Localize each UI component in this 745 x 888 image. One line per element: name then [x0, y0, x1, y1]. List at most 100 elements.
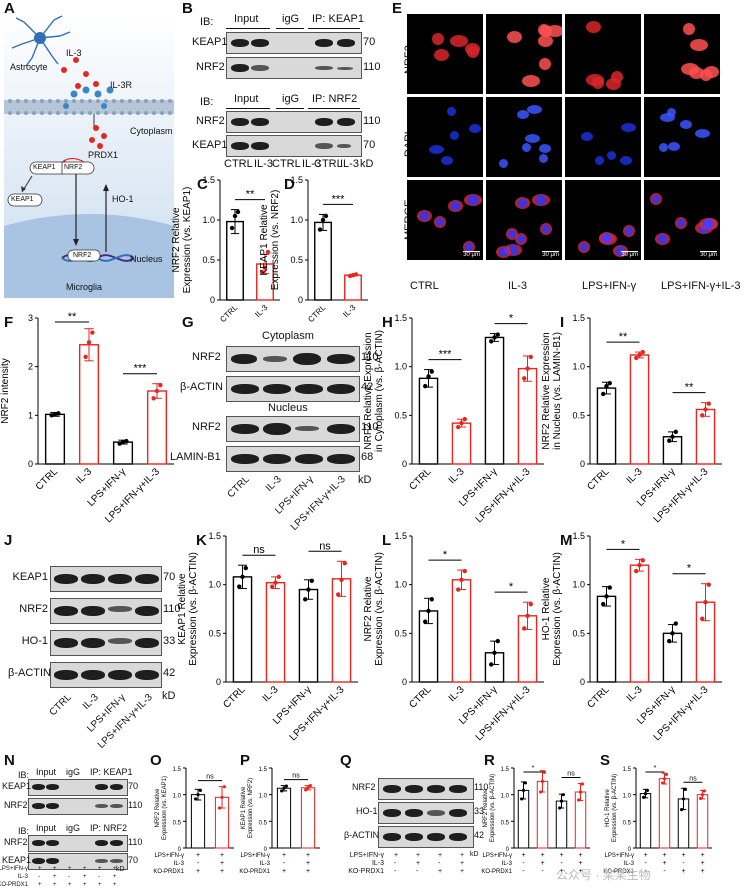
bar-0	[596, 595, 617, 683]
y-tick-label: 1.5	[173, 767, 182, 773]
y-tick-label: 1.5	[259, 767, 268, 773]
chart-s: 0 0.5 1.0 1.5 HO-1 Relative Expression (vs. β…	[603, 765, 712, 875]
data-point	[459, 577, 464, 582]
e-image-r1-c2	[565, 97, 641, 177]
data-point	[243, 565, 248, 571]
data-point	[683, 787, 687, 791]
n-mw110-2: 110	[128, 837, 143, 847]
g-blot-nrf2-cyto	[226, 346, 360, 372]
data-point	[336, 592, 341, 597]
data-point	[426, 374, 431, 379]
condition-value: +	[681, 868, 685, 875]
y-tick-label: 1.5	[202, 175, 215, 185]
data-point	[664, 772, 668, 776]
cell-blob	[515, 197, 531, 210]
blot-band	[108, 670, 132, 680]
data-point	[353, 272, 359, 277]
condition-value: +	[662, 852, 666, 859]
cell-blob	[538, 24, 551, 37]
b-mw110-2: 110	[363, 115, 381, 127]
y-tick-label: 0.5	[208, 628, 221, 638]
data-point	[151, 396, 156, 401]
significance-label: ***	[332, 193, 346, 205]
cell-blob	[428, 144, 444, 154]
y-tick-label: 1.0	[572, 362, 585, 372]
q-blot-ho1	[378, 802, 474, 824]
n-cond-1-0: -	[38, 874, 40, 880]
bar-3	[695, 408, 716, 465]
panel-letter-c: C	[197, 176, 208, 193]
cell-blob	[537, 34, 553, 47]
significance-label: **	[685, 382, 694, 394]
y-tick-label: 0	[402, 677, 407, 687]
j-mw-1: 110	[163, 603, 181, 615]
significance-label: ns	[567, 770, 575, 777]
data-point	[700, 793, 705, 797]
q-cond-2-0: -	[394, 868, 397, 875]
data-point	[309, 578, 314, 583]
data-point	[580, 782, 584, 786]
data-point	[423, 383, 428, 389]
data-point	[222, 785, 226, 789]
cell-blob	[578, 240, 590, 253]
condition-value: -	[560, 860, 563, 867]
blot-band	[135, 574, 159, 584]
e-image-r2-c0: 30 μm	[407, 180, 483, 260]
y-tick-label: 1.0	[208, 580, 221, 590]
data-point	[645, 788, 649, 792]
panel-letter-m: M	[560, 532, 573, 549]
data-point	[303, 597, 308, 602]
condition-value: +	[540, 852, 544, 859]
n-cond-2-2: +	[68, 882, 72, 888]
label-keap1-free: KEAP1	[11, 196, 34, 203]
cell-blob	[416, 209, 432, 222]
b-blot-keap1-bottom	[226, 135, 362, 157]
bar-2	[298, 588, 319, 683]
panel-letter-i: I	[560, 314, 565, 331]
data-point	[525, 366, 530, 371]
scale-bar-label: 30 μm	[463, 251, 480, 258]
data-point	[259, 269, 265, 275]
q-cond-0-1: +	[416, 852, 421, 859]
n-blot-nrf2-bottom	[28, 835, 128, 852]
data-point	[49, 413, 54, 418]
label-astrocyte: Astrocyte	[10, 62, 48, 72]
n-cond-2-0: +	[38, 882, 42, 888]
b-blot-nrf2-bottom	[226, 111, 362, 133]
significance-label: ns	[689, 775, 697, 782]
data-point	[86, 340, 92, 345]
n-keap1-label-2: KEAP1	[2, 855, 32, 865]
b-keap1-label-1: KEAP1	[192, 36, 228, 48]
x-tick-label: CTRL	[585, 466, 612, 493]
condition-value: +	[681, 852, 685, 859]
n-cond-0-5: +	[113, 866, 117, 872]
panel-letter-r: R	[484, 752, 495, 769]
q-mw110: 110	[474, 782, 489, 792]
data-point	[522, 376, 527, 381]
panel-letter-s: S	[600, 752, 611, 769]
g-blot-laminb1	[226, 446, 360, 472]
condition-value: +	[700, 852, 704, 859]
cell-blob	[620, 123, 636, 133]
q-bactin-label: β-ACTIN	[344, 830, 380, 840]
data-point	[706, 401, 711, 406]
y-tick-label: 1.5	[290, 175, 303, 185]
y-axis-label: Expression (vs. β-ACTIN)	[552, 552, 563, 666]
scale-bar-label: 30 μm	[542, 251, 559, 258]
scale-bar-label: 30 μm	[700, 251, 717, 258]
data-point	[196, 793, 200, 797]
scale-bar-label: 30 μm	[621, 251, 638, 258]
data-point	[423, 619, 428, 624]
condition-value: +	[306, 860, 310, 867]
q-cond-1-3: +	[460, 860, 465, 867]
q-cond-1-0: -	[394, 860, 397, 867]
j-row-label-1: NRF2	[19, 603, 48, 615]
n-blot-keap1-top	[28, 779, 128, 796]
data-point	[643, 792, 648, 796]
condition-value: +	[282, 852, 286, 859]
data-point	[604, 594, 609, 599]
data-point	[642, 795, 646, 799]
bar-0	[276, 787, 292, 849]
label-nrf2-complex: NRF2	[64, 164, 83, 171]
cell-blob	[594, 155, 604, 165]
